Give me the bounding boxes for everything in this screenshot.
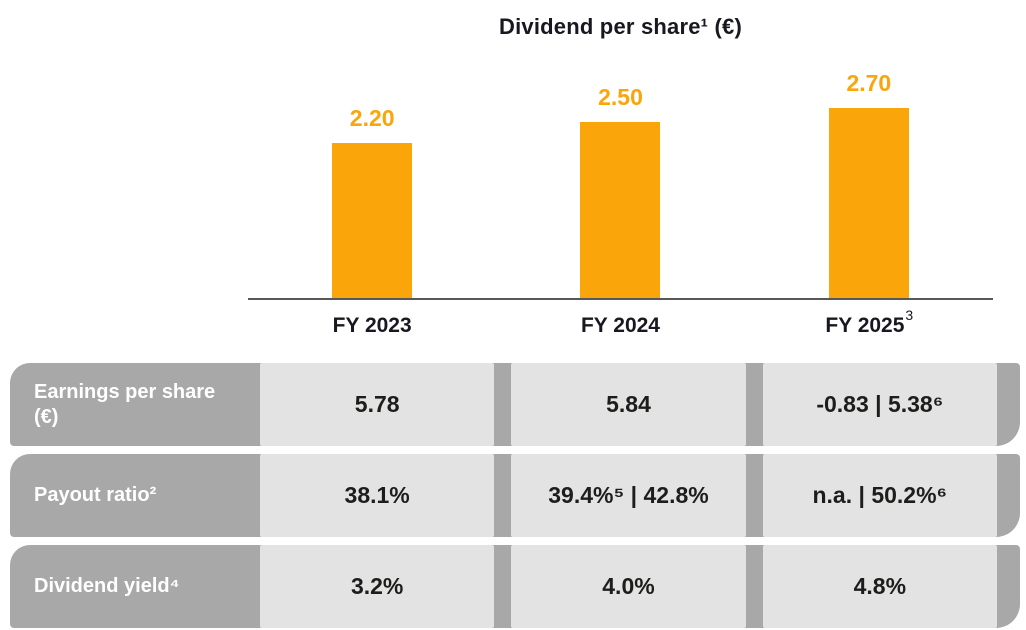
x-axis-labels: FY 2023 FY 2024 FY 20253 (248, 307, 993, 338)
category-text: FY 2023 (332, 314, 412, 337)
category-text: FY 2024 (580, 314, 660, 337)
table-cell: 38.1% (260, 454, 495, 537)
table-row-earnings-per-share: Earnings per share (€) 5.78 5.84 -0.83 |… (10, 363, 1020, 446)
table-cell: 4.0% (511, 545, 746, 628)
table-cell: 3.2% (260, 545, 495, 628)
plot-area: 2.20 2.50 2.70 (248, 0, 993, 300)
bar-value-label: 2.70 (846, 70, 892, 96)
chart-title: Dividend per share¹ (€) (499, 14, 742, 39)
footnote-marker: 3 (905, 307, 914, 323)
table-row-payout-ratio: Payout ratio² 38.1% 39.4%⁵ | 42.8% n.a. … (10, 454, 1020, 537)
row-header: Dividend yield⁴ (34, 575, 180, 597)
bar-group-fy2024: 2.50 (496, 84, 744, 298)
table-cell: 5.78 (260, 363, 495, 446)
x-axis-label-fy2025: FY 20253 (745, 307, 993, 338)
row-header: Payout ratio² (34, 484, 157, 506)
bar-fy2023 (332, 143, 413, 298)
table-row-dividend-yield: Dividend yield⁴ 3.2% 4.0% 4.8% (10, 545, 1020, 628)
bar-value-label: 2.20 (349, 105, 395, 131)
kpi-table: Earnings per share (€) 5.78 5.84 -0.83 |… (10, 363, 1020, 628)
bar-group-fy2023: 2.20 (248, 105, 496, 298)
table-cell: 4.8% (762, 545, 997, 628)
dividend-per-share-chart: Dividend per share¹ (€) 2.20 2.50 2.70 F… (248, 0, 993, 338)
bar-group-fy2025: 2.70 (745, 70, 993, 298)
table-cell: 5.84 (511, 363, 746, 446)
row-header: Earnings per share (€) (34, 380, 216, 428)
category-text: FY 2025 (825, 314, 905, 337)
x-axis-label-fy2024: FY 2024 (496, 311, 744, 338)
bar-fy2025 (828, 108, 909, 298)
bar-value-label: 2.50 (598, 84, 643, 110)
table-cell: 39.4%⁵ | 42.8% (511, 454, 746, 537)
x-axis-label-fy2023: FY 2023 (248, 311, 496, 338)
table-cell: -0.83 | 5.38⁶ (762, 363, 997, 446)
bar-fy2024 (580, 122, 661, 298)
table-cell: n.a. | 50.2%⁶ (762, 454, 997, 537)
